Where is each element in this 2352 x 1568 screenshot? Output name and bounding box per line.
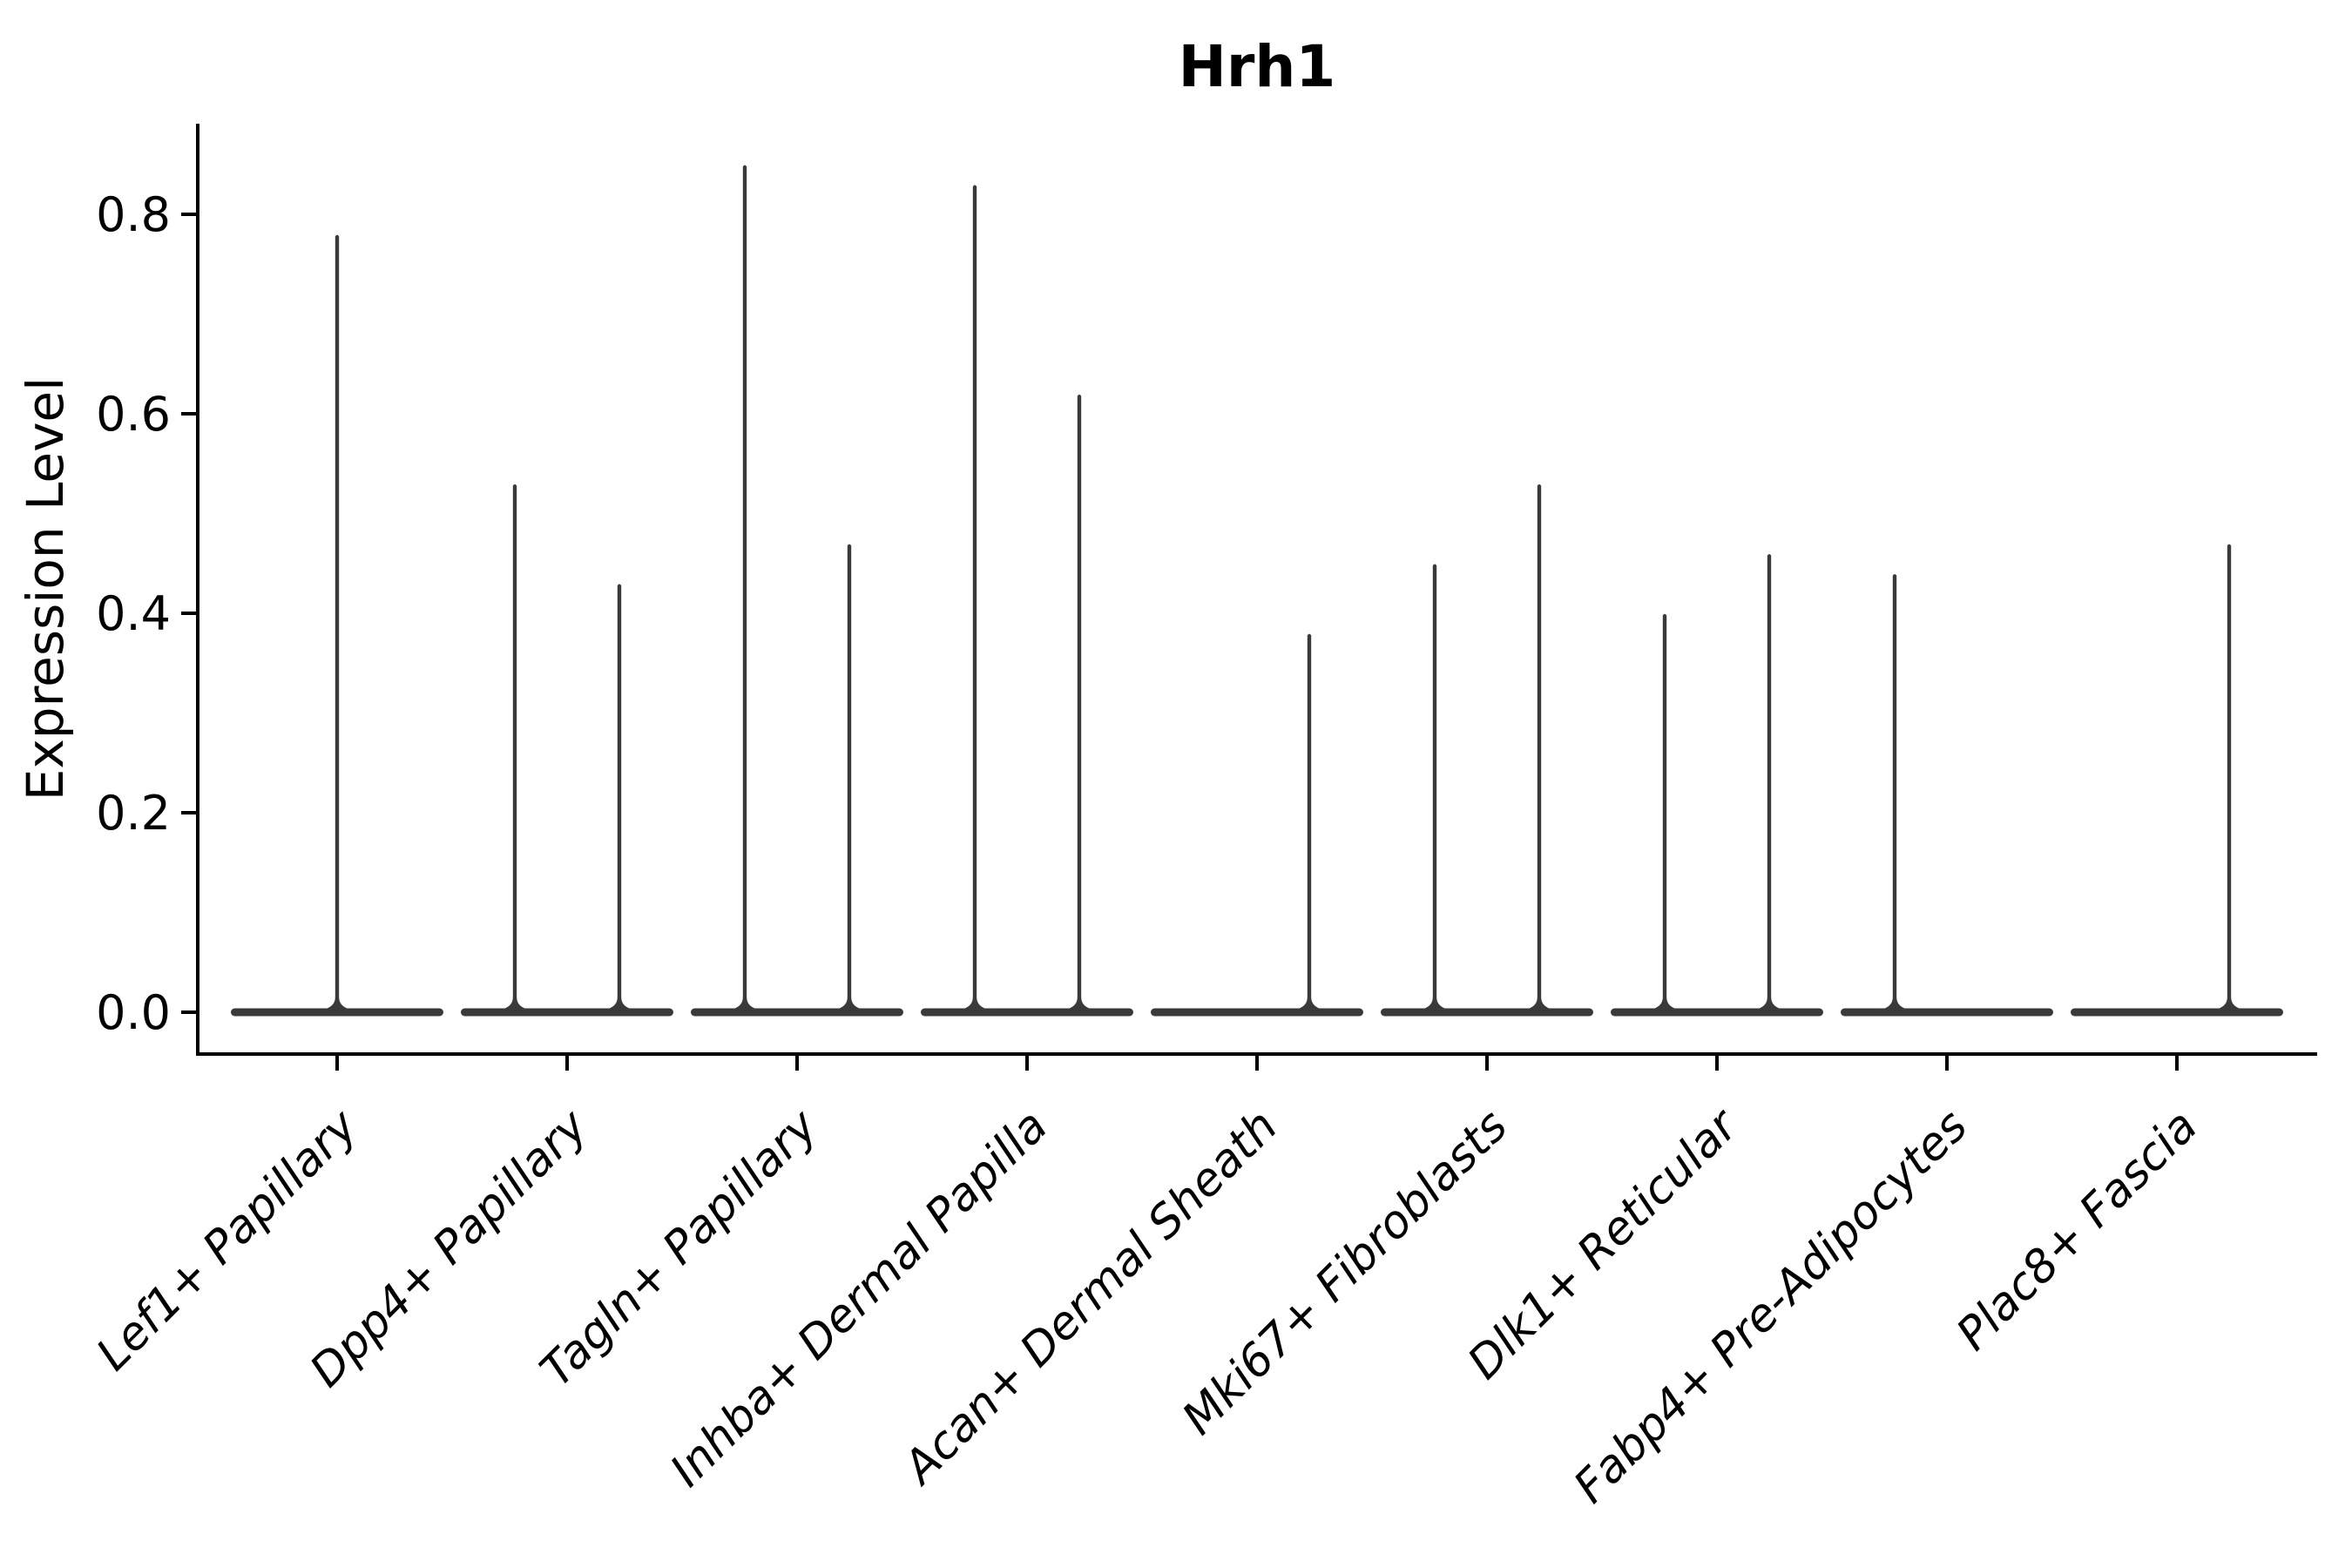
x-tick-mark xyxy=(1255,1056,1259,1071)
x-category-label: Acan+ Dermal Sheath xyxy=(892,1100,1288,1496)
y-tick-mark xyxy=(181,213,196,216)
x-tick-mark xyxy=(565,1056,569,1071)
axis-spine-bottom xyxy=(196,1052,2317,1056)
x-category-label: Plac8+ Fascia xyxy=(1947,1100,2207,1361)
violin-spike xyxy=(1411,564,1458,1013)
x-tick-mark xyxy=(795,1056,799,1071)
violin-spike xyxy=(826,544,873,1013)
violin-spike xyxy=(721,165,768,1013)
y-tick-mark xyxy=(181,412,196,416)
violin-spike xyxy=(951,185,998,1013)
x-tick-mark xyxy=(1945,1056,1949,1071)
violin-spike xyxy=(1516,483,1563,1013)
axis-spine-left xyxy=(196,124,199,1056)
x-tick-mark xyxy=(1715,1056,1719,1071)
x-tick-mark xyxy=(335,1056,339,1071)
violin-spike xyxy=(1641,613,1688,1013)
chart-title: Hrh1 xyxy=(1178,33,1336,100)
y-tick-label: 0.4 xyxy=(96,586,171,641)
violin-spike xyxy=(1746,554,1793,1013)
x-tick-mark xyxy=(1485,1056,1489,1071)
y-tick-label: 0.0 xyxy=(96,985,171,1040)
violin-spike xyxy=(1286,633,1333,1013)
y-tick-label: 0.6 xyxy=(96,387,171,442)
violin-spike xyxy=(1056,394,1103,1014)
x-category-label: Fabp4+ Pre-Adipocytes xyxy=(1565,1100,1978,1514)
y-tick-mark xyxy=(181,811,196,814)
violin-spike xyxy=(1871,573,1918,1013)
y-tick-mark xyxy=(181,612,196,615)
violin-spike xyxy=(596,584,643,1013)
violin-spike xyxy=(2206,544,2253,1013)
x-tick-mark xyxy=(2175,1056,2179,1071)
y-tick-mark xyxy=(181,1010,196,1014)
violin-spike xyxy=(491,483,538,1013)
x-tick-mark xyxy=(1025,1056,1029,1071)
violin-spike xyxy=(314,234,361,1013)
y-tick-label: 0.2 xyxy=(96,786,171,841)
y-tick-label: 0.8 xyxy=(96,187,171,242)
x-category-label: Inhba+ Dermal Papilla xyxy=(660,1100,1058,1497)
